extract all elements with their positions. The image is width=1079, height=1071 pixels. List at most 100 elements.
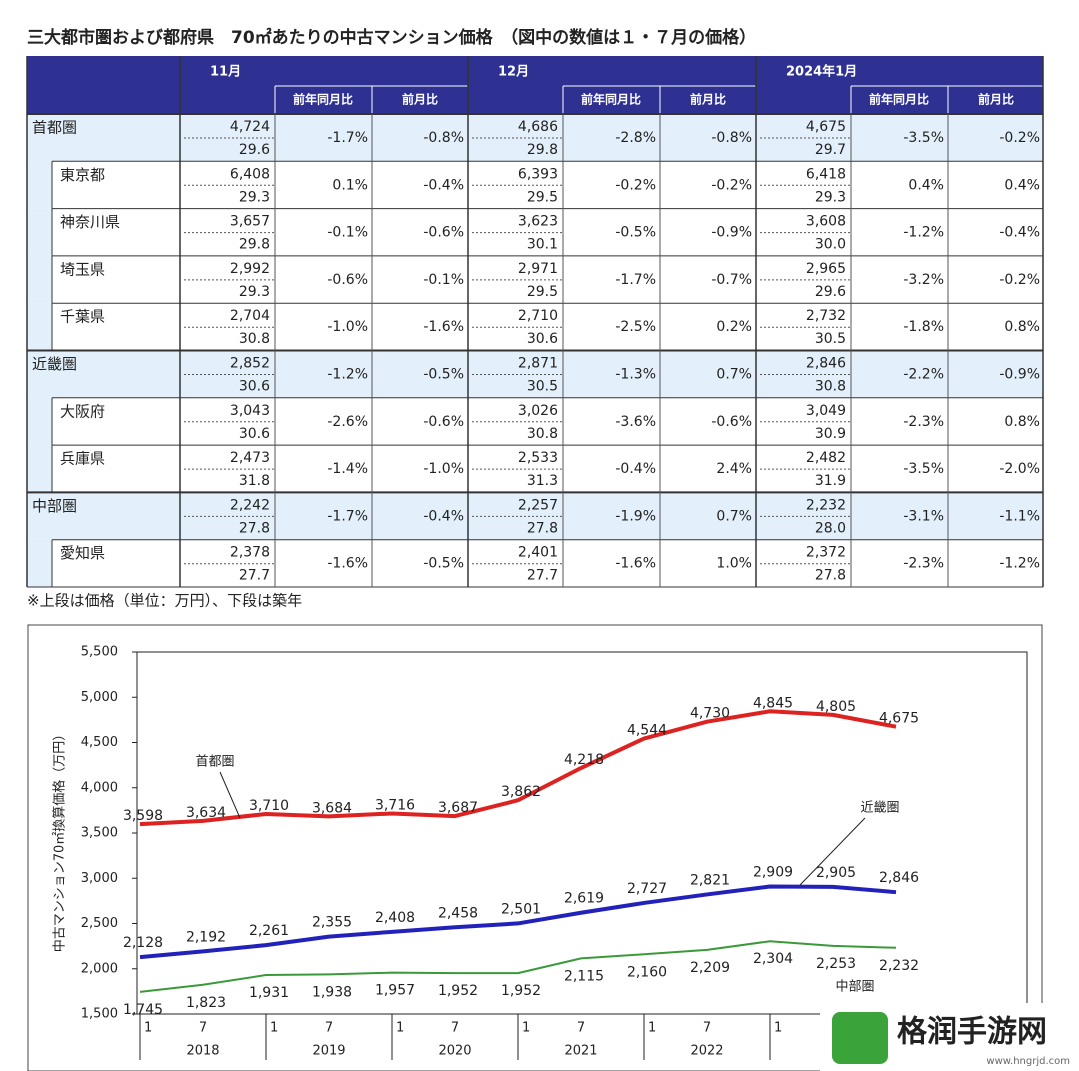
data-label: 2,909 [753,864,793,880]
x-tick-label: 7 [325,1021,333,1036]
building-age: 30.6 [527,331,558,347]
mom-change: -0.2% [999,272,1040,288]
indent [27,208,52,256]
yoy-change: -1.7% [615,272,656,288]
data-label: 2,458 [438,905,478,921]
building-age: 31.9 [815,473,846,489]
sub-header: 前月比 [690,92,726,107]
building-age: 30.0 [815,237,846,253]
price: 2,401 [518,545,558,561]
price: 3,049 [806,403,846,419]
price: 2,852 [230,356,270,372]
building-age: 27.7 [527,568,558,584]
building-age: 31.3 [527,473,558,489]
price: 2,257 [518,497,558,513]
price: 2,242 [230,497,270,513]
yoy-change: -3.5% [903,130,944,146]
yoy-change: -1.8% [903,319,944,335]
year-label: 2018 [186,1044,219,1059]
building-age: 30.8 [815,379,846,395]
building-age: 29.6 [239,142,270,158]
watermark-logo [832,1012,888,1064]
building-age: 29.5 [527,284,558,300]
data-label: 2,304 [753,951,793,967]
x-tick-label: 1 [774,1021,782,1036]
yoy-change: -1.0% [327,319,368,335]
yoy-change: -2.5% [615,319,656,335]
mom-change: -0.1% [423,272,464,288]
price: 2,232 [806,497,846,513]
price: 3,026 [518,403,558,419]
sub-header: 前月比 [978,92,1014,107]
leader-line [219,771,241,819]
yoy-change: -2.3% [903,414,944,430]
price: 6,418 [806,166,846,182]
mom-change: -1.1% [999,508,1040,524]
yoy-change: -1.9% [615,508,656,524]
watermark-name: 格润手游网 [897,1015,1047,1050]
mom-change: 2.4% [716,461,752,477]
mom-change: 0.7% [716,508,752,524]
data-label: 3,687 [438,800,478,816]
area-name: 神奈川県 [60,213,120,231]
x-tick-label: 7 [703,1021,711,1036]
yoy-change: -1.7% [327,508,368,524]
data-label: 2,160 [627,964,667,980]
x-tick-label: 1 [270,1021,278,1036]
area-name: 東京都 [60,166,105,184]
data-label: 1,823 [186,995,226,1011]
x-tick-label: 7 [451,1021,459,1036]
price: 2,992 [230,261,270,277]
series-line [139,940,897,993]
data-label: 2,501 [501,901,541,917]
mom-change: -0.5% [423,556,464,572]
mom-change: 0.7% [716,367,752,383]
price: 2,871 [518,356,558,372]
area-name: 首都圏 [32,119,77,137]
area-name: 中部圏 [32,497,77,515]
x-tick-label: 1 [522,1021,530,1036]
series-name: 首都圏 [195,755,234,770]
area-name: 大阪府 [60,402,105,420]
data-label: 3,710 [249,798,289,814]
price: 3,608 [806,214,846,230]
building-age: 30.9 [815,426,846,442]
data-label: 2,905 [816,865,856,881]
table-header [27,56,1043,114]
yoy-change: -1.2% [903,225,944,241]
data-label: 4,805 [816,699,856,715]
yoy-change: -1.4% [327,461,368,477]
building-age: 29.3 [239,189,270,205]
y-tick-label: 2,500 [81,916,118,931]
yoy-change: -1.6% [615,556,656,572]
yoy-change: -0.4% [615,461,656,477]
yoy-change: -0.2% [615,177,656,193]
data-label: 2,408 [375,910,415,926]
data-label: 2,727 [627,881,667,897]
mom-change: -0.8% [711,130,752,146]
building-age: 27.8 [815,568,846,584]
building-age: 29.3 [239,284,270,300]
page-title: 三大都市圏および都府県 70㎡あたりの中古マンション価格 （図中の数値は１・７月… [27,27,756,48]
mom-change: 1.0% [716,556,752,572]
mom-change: -1.2% [999,556,1040,572]
price: 2,533 [518,450,558,466]
data-label: 1,957 [375,983,415,999]
y-tick-label: 5,000 [81,690,118,705]
mom-change: 0.2% [716,319,752,335]
building-age: 29.7 [815,142,846,158]
yoy-change: -1.6% [327,556,368,572]
series-line [139,709,897,827]
mom-change: -0.2% [711,177,752,193]
month-header: 12月 [498,65,529,80]
price: 4,724 [230,119,270,135]
x-tick-label: 7 [199,1021,207,1036]
x-tick-label: 7 [577,1021,585,1036]
y-tick-label: 3,500 [81,826,118,841]
y-tick-label: 1,500 [81,1007,118,1022]
yoy-change: -3.2% [903,272,944,288]
building-age: 29.8 [527,142,558,158]
yoy-change: -2.8% [615,130,656,146]
year-label: 2019 [312,1044,345,1059]
price: 3,043 [230,403,270,419]
